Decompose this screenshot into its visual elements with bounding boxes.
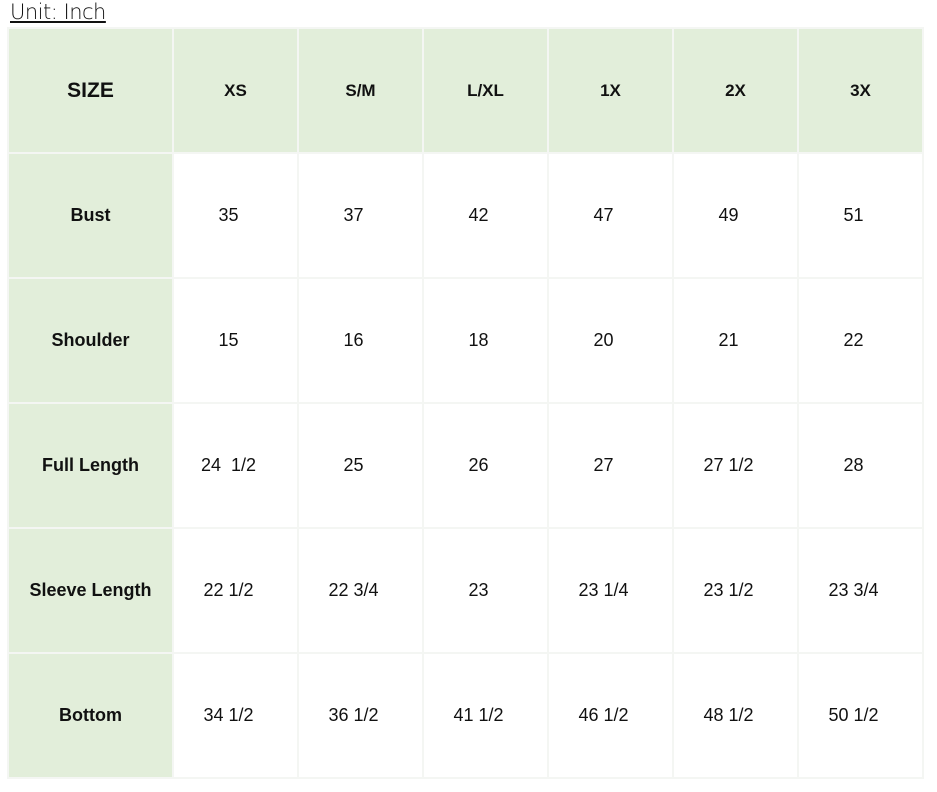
value-cell: 15 bbox=[172, 277, 299, 404]
value-text: 47 bbox=[593, 205, 614, 225]
size-header-cell: 1X bbox=[547, 27, 674, 154]
value-cell: 35 bbox=[172, 152, 299, 279]
size-header-cell: L/XL bbox=[422, 27, 549, 154]
table-row: Shoulder 15 16 18 20 21 22 bbox=[7, 277, 924, 404]
value-text: 51 bbox=[843, 205, 864, 225]
measurement-label: Bottom bbox=[7, 652, 174, 779]
value-text: 23 bbox=[468, 580, 489, 600]
value-cell: 42 bbox=[422, 152, 549, 279]
value-cell: 22 3/4 bbox=[297, 527, 424, 654]
table-row: Bust 35 37 42 47 49 51 bbox=[7, 152, 924, 279]
value-cell: 16 bbox=[297, 277, 424, 404]
value-text: 42 bbox=[468, 205, 489, 225]
value-cell: 27 1/2 bbox=[672, 402, 799, 529]
value-cell: 26 bbox=[422, 402, 549, 529]
table-row: Bottom 34 1/2 36 1/2 41 1/2 46 1/2 48 1/2 50 1… bbox=[7, 652, 924, 779]
value-cell: 36 1/2 bbox=[297, 652, 424, 779]
value-cell: 47 bbox=[547, 152, 674, 279]
value-cell: 34 1/2 bbox=[172, 652, 299, 779]
header-label: SIZE bbox=[7, 27, 174, 154]
value-text: 34 1/2 bbox=[203, 705, 254, 725]
value-text: 25 bbox=[343, 455, 364, 475]
size-chart-table: SIZE XS S/M L/XL 1X 2X 3X Bust 35 37 42 47 49 51 Shoul… bbox=[7, 27, 924, 779]
value-text: 50 1/2 bbox=[828, 705, 879, 725]
value-text: 20 bbox=[593, 330, 614, 350]
value-text: 21 bbox=[718, 330, 739, 350]
size-header-cell: S/M bbox=[297, 27, 424, 154]
measurement-label: Shoulder bbox=[7, 277, 174, 404]
value-text: 37 bbox=[343, 205, 364, 225]
value-cell: 23 1/4 bbox=[547, 527, 674, 654]
value-text: 27 1/2 bbox=[703, 455, 754, 475]
size-header-cell: 2X bbox=[672, 27, 799, 154]
value-text: 18 bbox=[468, 330, 489, 350]
value-text: 22 bbox=[843, 330, 864, 350]
value-text: 27 bbox=[593, 455, 614, 475]
value-cell: 37 bbox=[297, 152, 424, 279]
value-cell: 22 bbox=[797, 277, 924, 404]
measurement-label: Full Length bbox=[7, 402, 174, 529]
value-cell: 49 bbox=[672, 152, 799, 279]
value-text: 49 bbox=[718, 205, 739, 225]
value-cell: 21 bbox=[672, 277, 799, 404]
value-text: 36 1/2 bbox=[328, 705, 379, 725]
value-cell: 25 bbox=[297, 402, 424, 529]
value-text: 24 1/2 bbox=[200, 455, 257, 475]
value-cell: 23 bbox=[422, 527, 549, 654]
table-row: Full Length 24 1/2 25 26 27 27 1/2 28 bbox=[7, 402, 924, 529]
value-text: 48 1/2 bbox=[703, 705, 754, 725]
value-text: 16 bbox=[343, 330, 364, 350]
value-cell: 23 3/4 bbox=[797, 527, 924, 654]
unit-label: Unit: Inch bbox=[10, 0, 106, 24]
value-cell: 51 bbox=[797, 152, 924, 279]
value-text: 23 1/2 bbox=[703, 580, 754, 600]
value-cell: 50 1/2 bbox=[797, 652, 924, 779]
value-text: 26 bbox=[468, 455, 489, 475]
value-cell: 22 1/2 bbox=[172, 527, 299, 654]
value-cell: 41 1/2 bbox=[422, 652, 549, 779]
value-text: 46 1/2 bbox=[578, 705, 629, 725]
value-text: 41 1/2 bbox=[453, 705, 504, 725]
value-cell: 48 1/2 bbox=[672, 652, 799, 779]
size-header-cell: 3X bbox=[797, 27, 924, 154]
measurement-label: Bust bbox=[7, 152, 174, 279]
value-cell: 23 1/2 bbox=[672, 527, 799, 654]
value-text: 23 3/4 bbox=[828, 580, 879, 600]
value-text: 23 1/4 bbox=[578, 580, 629, 600]
header-row: SIZE XS S/M L/XL 1X 2X 3X bbox=[7, 27, 924, 154]
size-header-cell: XS bbox=[172, 27, 299, 154]
value-cell: 20 bbox=[547, 277, 674, 404]
value-cell: 24 1/2 bbox=[172, 402, 299, 529]
table-row: Sleeve Length 22 1/2 22 3/4 23 23 1/4 23 1/2 2… bbox=[7, 527, 924, 654]
value-cell: 46 1/2 bbox=[547, 652, 674, 779]
value-text: 35 bbox=[218, 205, 239, 225]
measurement-label: Sleeve Length bbox=[7, 527, 174, 654]
value-text: 22 3/4 bbox=[328, 580, 379, 600]
value-text: 22 1/2 bbox=[203, 580, 254, 600]
value-cell: 18 bbox=[422, 277, 549, 404]
value-text: 15 bbox=[218, 330, 239, 350]
value-text: 28 bbox=[843, 455, 864, 475]
value-cell: 28 bbox=[797, 402, 924, 529]
value-cell: 27 bbox=[547, 402, 674, 529]
